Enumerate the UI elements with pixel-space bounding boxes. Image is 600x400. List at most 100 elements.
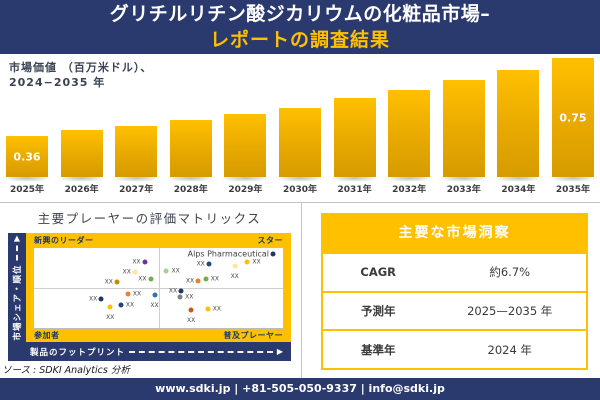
bar-cell	[330, 58, 379, 182]
matrix-bottom-labels: 参加者 普及プレーヤー	[34, 329, 283, 342]
scatter-dot-label: XX	[132, 258, 141, 266]
scatter-dot	[125, 291, 131, 297]
matrix-y-axis-bar: 市場シェア・順位 ▶	[8, 233, 26, 342]
scatter-dot	[107, 304, 113, 310]
insights-table: 主要な市場洞察 CAGR 約6.7% 予測年 2025—2035 年 基準年 2…	[321, 213, 588, 370]
matrix-title: 主要プレーヤーの評価マトリックス	[37, 211, 262, 226]
bar-chart-title: 市場価値 （百万米ドル）、 2024−2035 年	[9, 61, 152, 91]
scatter-dot	[203, 276, 209, 282]
quadrant-label-participants: 参加者	[34, 331, 60, 340]
scatter-dot-label: XX	[150, 302, 159, 310]
row-label-cagr: CAGR	[360, 265, 397, 280]
row-label-base-year: 基準年	[360, 342, 396, 357]
x-axis-tick-label: 2035年	[555, 185, 590, 195]
scatter-dot-label: XX	[185, 293, 194, 301]
matrix-y-axis-inner: 市場シェア・順位 ▶	[10, 235, 24, 340]
x-axis-tick-label: 2034年	[501, 185, 536, 195]
bar-cell	[57, 58, 106, 182]
scatter-dot-label: XX	[138, 275, 147, 283]
x-axis-tick-label: 2031年	[337, 185, 372, 195]
page-title: グリチルリチン酸ジカリウムの化粧品市場–	[109, 3, 491, 25]
bar-chart-title-line1: 市場価値 （百万米ドル）、	[9, 61, 153, 74]
scatter-dot-label: XX	[88, 295, 98, 303]
scatter-dot	[118, 302, 124, 308]
bar-2032年	[388, 90, 431, 177]
bar-shadow	[57, 174, 106, 182]
bar-shadow	[439, 174, 489, 182]
scatter-dot	[195, 278, 201, 284]
bar-cell	[439, 58, 489, 182]
scatter-dot-label: XX	[104, 278, 113, 286]
scatter-dot	[244, 259, 250, 265]
vertical-divider	[301, 203, 302, 378]
y-axis-dashed-line	[16, 245, 18, 260]
bar-shadow	[111, 174, 161, 182]
x-axis-tick-label: 2029年	[228, 185, 263, 195]
bar-2026年	[60, 130, 103, 177]
scatter-dot	[177, 294, 183, 300]
bar-2034年	[497, 70, 540, 177]
scatter-dot-label: XX	[210, 275, 220, 283]
bar-2029年	[224, 114, 267, 177]
scatter-dot	[98, 296, 104, 302]
bar-cell: 0.36	[2, 58, 52, 182]
bar-cell	[221, 58, 270, 182]
scatter-dot-label: XX	[125, 301, 135, 309]
bar-shadow	[548, 174, 598, 182]
bar-cell	[493, 58, 543, 182]
scatter-dot	[152, 292, 158, 298]
bar-shadow	[275, 174, 325, 182]
quadrant-label-star: スター	[257, 235, 283, 245]
matrix-x-axis-bar: 製品のフットプリント ▶	[8, 342, 291, 361]
table-row: 基準年 2024 年	[323, 329, 586, 368]
scatter-dot-label: XX	[196, 260, 205, 268]
header-banner: グリチルリチン酸ジカリウムの化粧品市場– レポートの調査結果	[0, 0, 600, 54]
bar-2031年	[333, 98, 376, 177]
scatter-dot-label: XX	[168, 287, 178, 295]
x-axis-dashed-line	[129, 350, 273, 353]
source-note: ソース : SDKI Analytics 分析	[2, 365, 130, 376]
horizontal-divider	[0, 202, 600, 203]
matrix-plot: XX XX XX XX XX XX XX XX XX XX Alps Pharmaceutical X…	[33, 247, 284, 329]
bar-shadow	[166, 174, 216, 182]
matrix-top-labels: 新興のリーダー スター	[34, 233, 283, 247]
scatter-dot-label: XX	[230, 273, 239, 281]
x-axis-tick-label: 2032年	[392, 185, 427, 195]
scatter-dot	[206, 261, 212, 267]
footer-contact-text: www.sdki.jp | +81-505-050-9337 | info@sd…	[155, 382, 445, 395]
row-value-forecast-years: 2025—2035 年	[467, 304, 553, 318]
bar-cell	[111, 58, 161, 182]
page-subtitle: レポートの調査結果	[209, 29, 390, 51]
bar-cell	[384, 58, 434, 182]
right-arrow-icon: ▶	[276, 346, 283, 356]
scatter-dot-label: XX	[252, 258, 261, 266]
row-value-cagr: 約6.7%	[489, 265, 531, 280]
row-value-base-year: 2024 年	[487, 342, 532, 357]
bar-cell	[275, 58, 325, 182]
matrix-y-axis-label: 市場シェア・順位	[13, 263, 23, 340]
scatter-dot	[163, 268, 169, 274]
scatter-dot-label: XX	[185, 277, 195, 285]
matrix-x-axis-label: 製品のフットプリント	[30, 347, 126, 358]
bar-value-label: 0.36	[13, 150, 41, 163]
x-axis-tick-label: 2030年	[282, 185, 317, 195]
bar-value-label: 0.75	[559, 111, 587, 124]
x-axis-tick-label: 2033年	[446, 185, 481, 195]
x-axis-tick-label: 2028年	[173, 185, 208, 195]
scatter-dot	[142, 259, 148, 265]
scatter-dot	[188, 307, 194, 313]
scatter-dot-label: XX	[212, 305, 222, 313]
scatter-dot-label: XX	[171, 267, 180, 275]
quadrant-label-pervasive-players: 普及プレーヤー	[223, 331, 283, 340]
scatter-dot-label: XX	[122, 268, 131, 276]
scatter-dot	[132, 269, 138, 275]
bar-shadow	[384, 174, 434, 182]
scatter-dot-label: Alps Pharmaceutical	[187, 249, 270, 259]
bar-2028年	[169, 120, 212, 177]
bar-2030年	[278, 108, 321, 177]
table-row: 予測年 2025—2035 年	[323, 290, 586, 330]
quadrant-label-emerging-leaders: 新興のリーダー	[34, 235, 94, 245]
scatter-dot-label: XX	[186, 316, 196, 324]
bar-chart-years: 2025年 2026年 2027年 2028年 2029年 2030年 2031年 2032年…	[6, 182, 594, 195]
